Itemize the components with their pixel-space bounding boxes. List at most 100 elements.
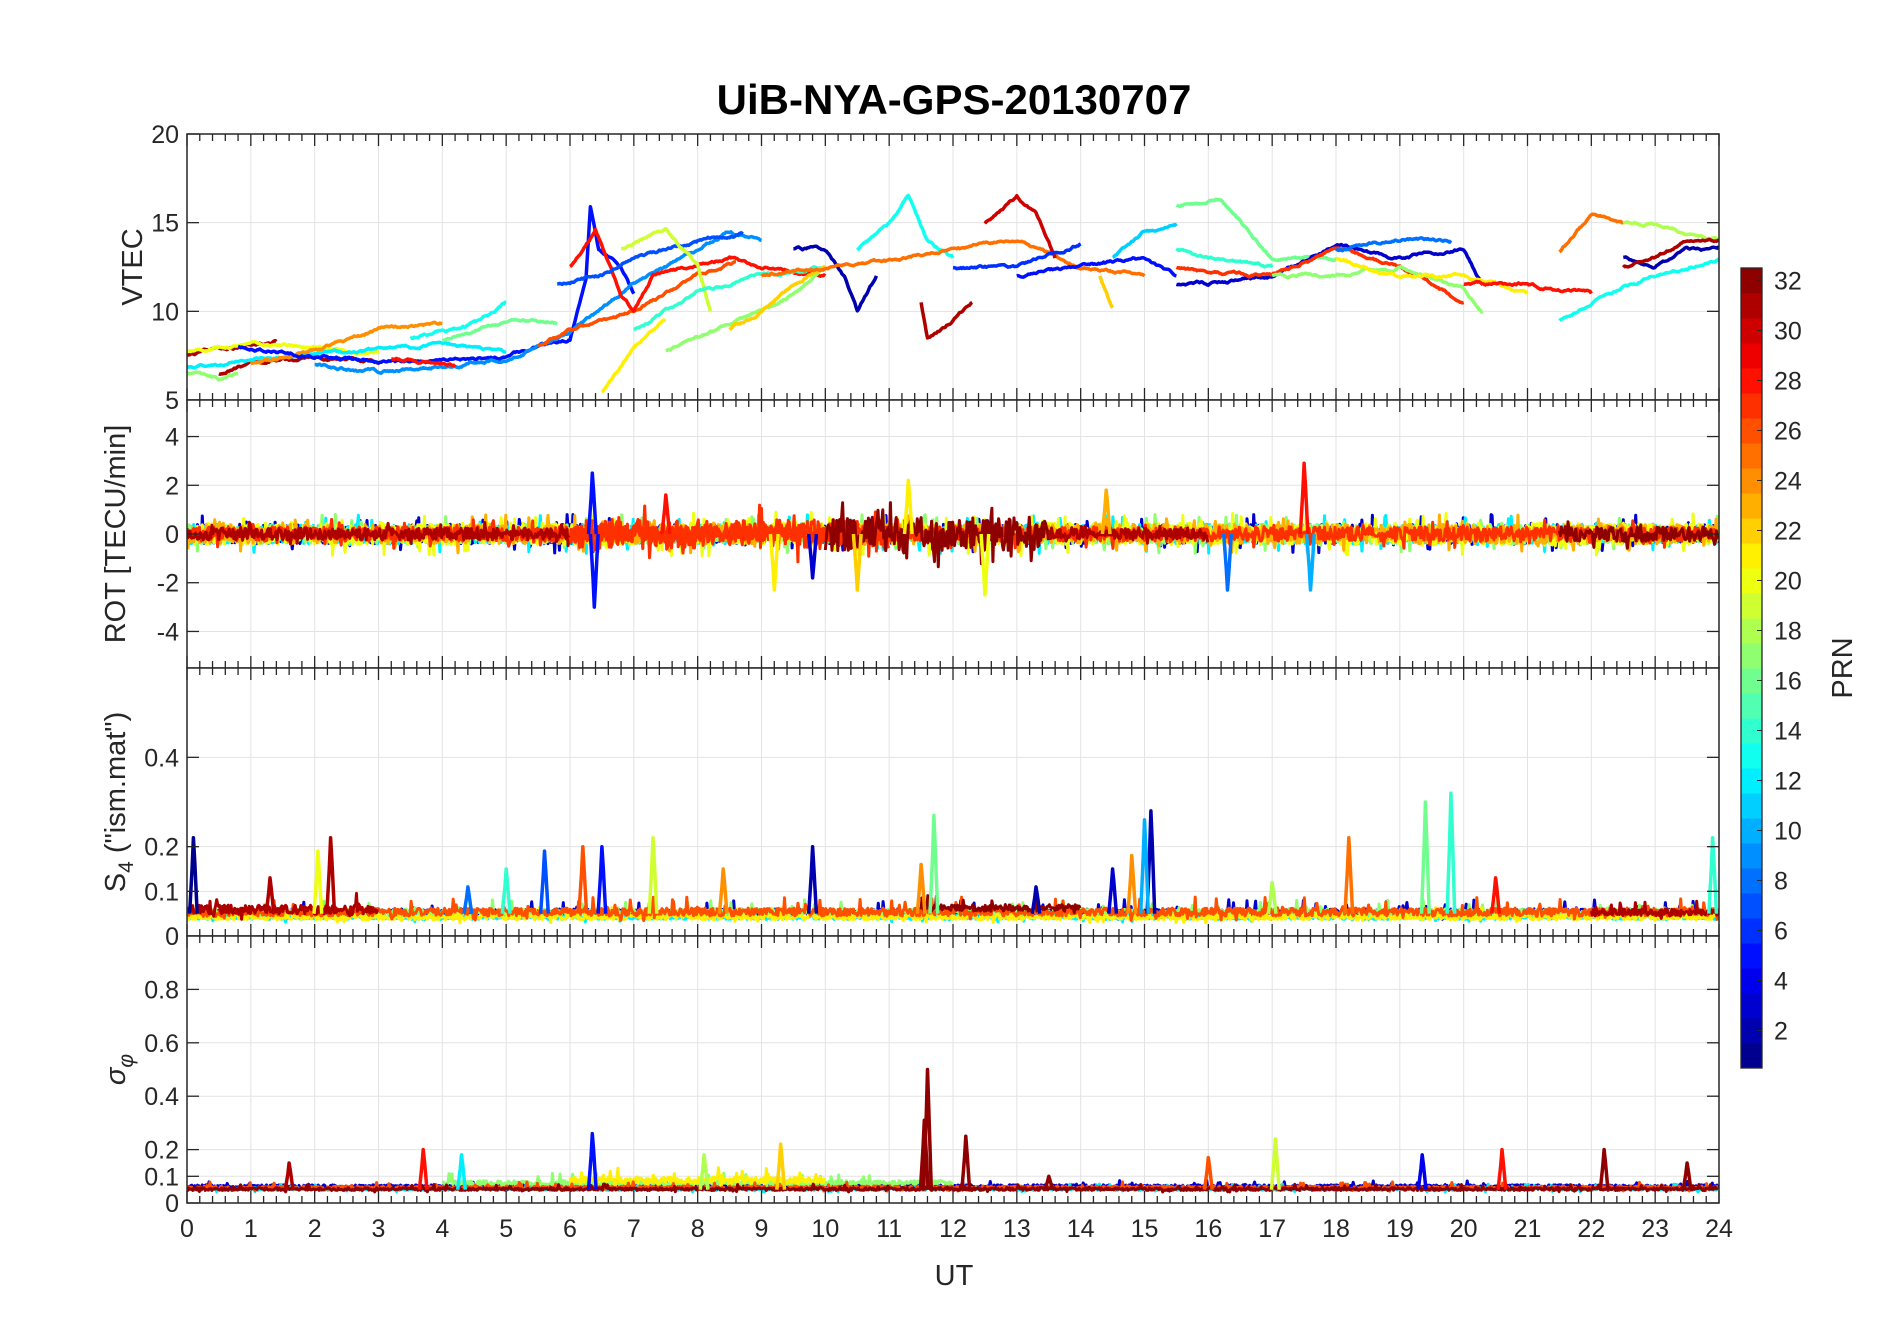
series-prn-28	[660, 493, 672, 535]
x-tick-label: 13	[1003, 1215, 1031, 1243]
panel-vtec: 5 10 15 20 VTEC	[117, 121, 1720, 415]
series-prn-31	[283, 1161, 295, 1190]
colorbar-level	[1741, 893, 1762, 919]
colorbar-level	[1741, 293, 1762, 319]
series-prn-2	[1145, 809, 1157, 914]
series-prn-31	[1622, 237, 1719, 269]
series-prn-6	[952, 242, 1082, 271]
series-prn-28	[1298, 461, 1310, 535]
x-tick-label: 2	[308, 1215, 322, 1243]
series-prn-8	[462, 885, 474, 914]
colorbar-level	[1741, 1018, 1762, 1044]
series-prn-32	[919, 894, 1082, 915]
series-prn-13	[856, 193, 955, 259]
y-tick-label: 0.2	[144, 834, 179, 862]
series-prn-26	[1202, 1155, 1214, 1190]
series-prn-16	[441, 317, 558, 343]
colorbar-tick-label: 4	[1774, 968, 1788, 996]
series-prn-32	[1557, 520, 1719, 550]
series-prn-28	[1463, 279, 1593, 295]
y-axis-label: σφ	[100, 1054, 138, 1086]
series-prn-5	[596, 844, 608, 914]
y-tick-label: -2	[157, 570, 179, 598]
x-tick-label: 24	[1705, 1215, 1733, 1243]
series-prn-22	[775, 1142, 787, 1190]
series-prn-32	[960, 1134, 972, 1190]
x-tick-label: 8	[691, 1215, 705, 1243]
series-prn-2	[792, 244, 879, 313]
colorbar-tick-label: 8	[1774, 868, 1788, 896]
colorbar-level	[1741, 618, 1762, 644]
y-tick-label: 0.8	[144, 976, 179, 1004]
y-tick-label: 4	[165, 424, 179, 452]
x-tick-label: 9	[755, 1215, 769, 1243]
colorbar-level	[1741, 568, 1762, 594]
series-prn-22	[728, 265, 826, 332]
colorbar-level	[1741, 918, 1762, 944]
series-prn-21	[600, 318, 667, 394]
colorbar-level	[1741, 318, 1762, 344]
series-prn-21	[902, 478, 914, 535]
x-tick-label: 4	[435, 1215, 449, 1243]
series-prn-24	[915, 862, 927, 914]
colorbar-level	[1741, 768, 1762, 794]
series-prn-16	[928, 813, 940, 914]
series-prn-31	[919, 301, 974, 340]
y-tick-label: 2	[165, 472, 179, 500]
colorbar-level	[1741, 693, 1762, 719]
x-tick-label: 18	[1322, 1215, 1350, 1243]
series-prn-26	[536, 259, 737, 348]
series-group	[187, 791, 1719, 925]
series-prn-14	[1707, 835, 1719, 914]
series-prn-28	[390, 356, 457, 368]
colorbar-level	[1741, 593, 1762, 619]
series-group	[187, 193, 1719, 394]
series-prn-3	[806, 533, 819, 580]
colorbar-level	[1741, 643, 1762, 669]
y-tick-label: 15	[151, 210, 179, 238]
colorbar-level	[1741, 668, 1762, 694]
chart-title: UiB-NYA-GPS-20130707	[717, 76, 1192, 123]
y-tick-label: -4	[157, 618, 179, 646]
y-tick-label: 0	[165, 521, 179, 549]
colorbar-level	[1741, 468, 1762, 494]
series-prn-5	[1016, 255, 1177, 279]
y-tick-label: 0.4	[144, 744, 179, 772]
series-prn-25	[760, 239, 1146, 278]
y-axis-label: VTEC	[117, 228, 149, 305]
series-prn-19	[647, 835, 659, 914]
series-prn-17	[187, 370, 239, 382]
series-prn-25	[1343, 835, 1355, 914]
series-prn-21	[768, 533, 780, 592]
x-tick-label: 23	[1641, 1215, 1669, 1243]
series-prn-24	[1126, 853, 1138, 914]
colorbar-tick-label: 18	[1774, 618, 1802, 646]
colorbar-level	[1741, 518, 1762, 544]
series-prn-13	[409, 300, 507, 341]
x-tick-label: 3	[372, 1215, 386, 1243]
colorbar-level	[1741, 368, 1762, 394]
colorbar-tick-label: 26	[1774, 418, 1802, 446]
x-tick-label: 22	[1577, 1215, 1605, 1243]
series-prn-12	[455, 1153, 468, 1190]
series-prn-18	[1622, 220, 1719, 242]
series-prn-31	[1589, 899, 1719, 920]
colorbar-level	[1741, 868, 1762, 894]
series-prn-28	[417, 1147, 429, 1190]
colorbar-tick-label: 2	[1774, 1018, 1788, 1046]
colorbar-tick-label: 6	[1774, 918, 1788, 946]
series-prn-18	[698, 1153, 710, 1190]
series-prn-24	[717, 867, 729, 914]
x-tick-label: 17	[1258, 1215, 1286, 1243]
colorbar-level	[1741, 393, 1762, 419]
x-tick-label: 19	[1386, 1215, 1414, 1243]
colorbar-level	[1741, 743, 1762, 769]
series-prn-26	[187, 895, 1719, 923]
y-axis-label: S4 ("ism.mat")	[100, 712, 138, 893]
colorbar-tick-label: 12	[1774, 768, 1802, 796]
x-tick-label: 11	[876, 1215, 902, 1243]
series-prn-8	[1335, 236, 1453, 253]
series-prn-32	[1681, 1161, 1693, 1190]
x-tick-label: 15	[1131, 1215, 1159, 1243]
series-prn-32	[921, 1067, 934, 1190]
